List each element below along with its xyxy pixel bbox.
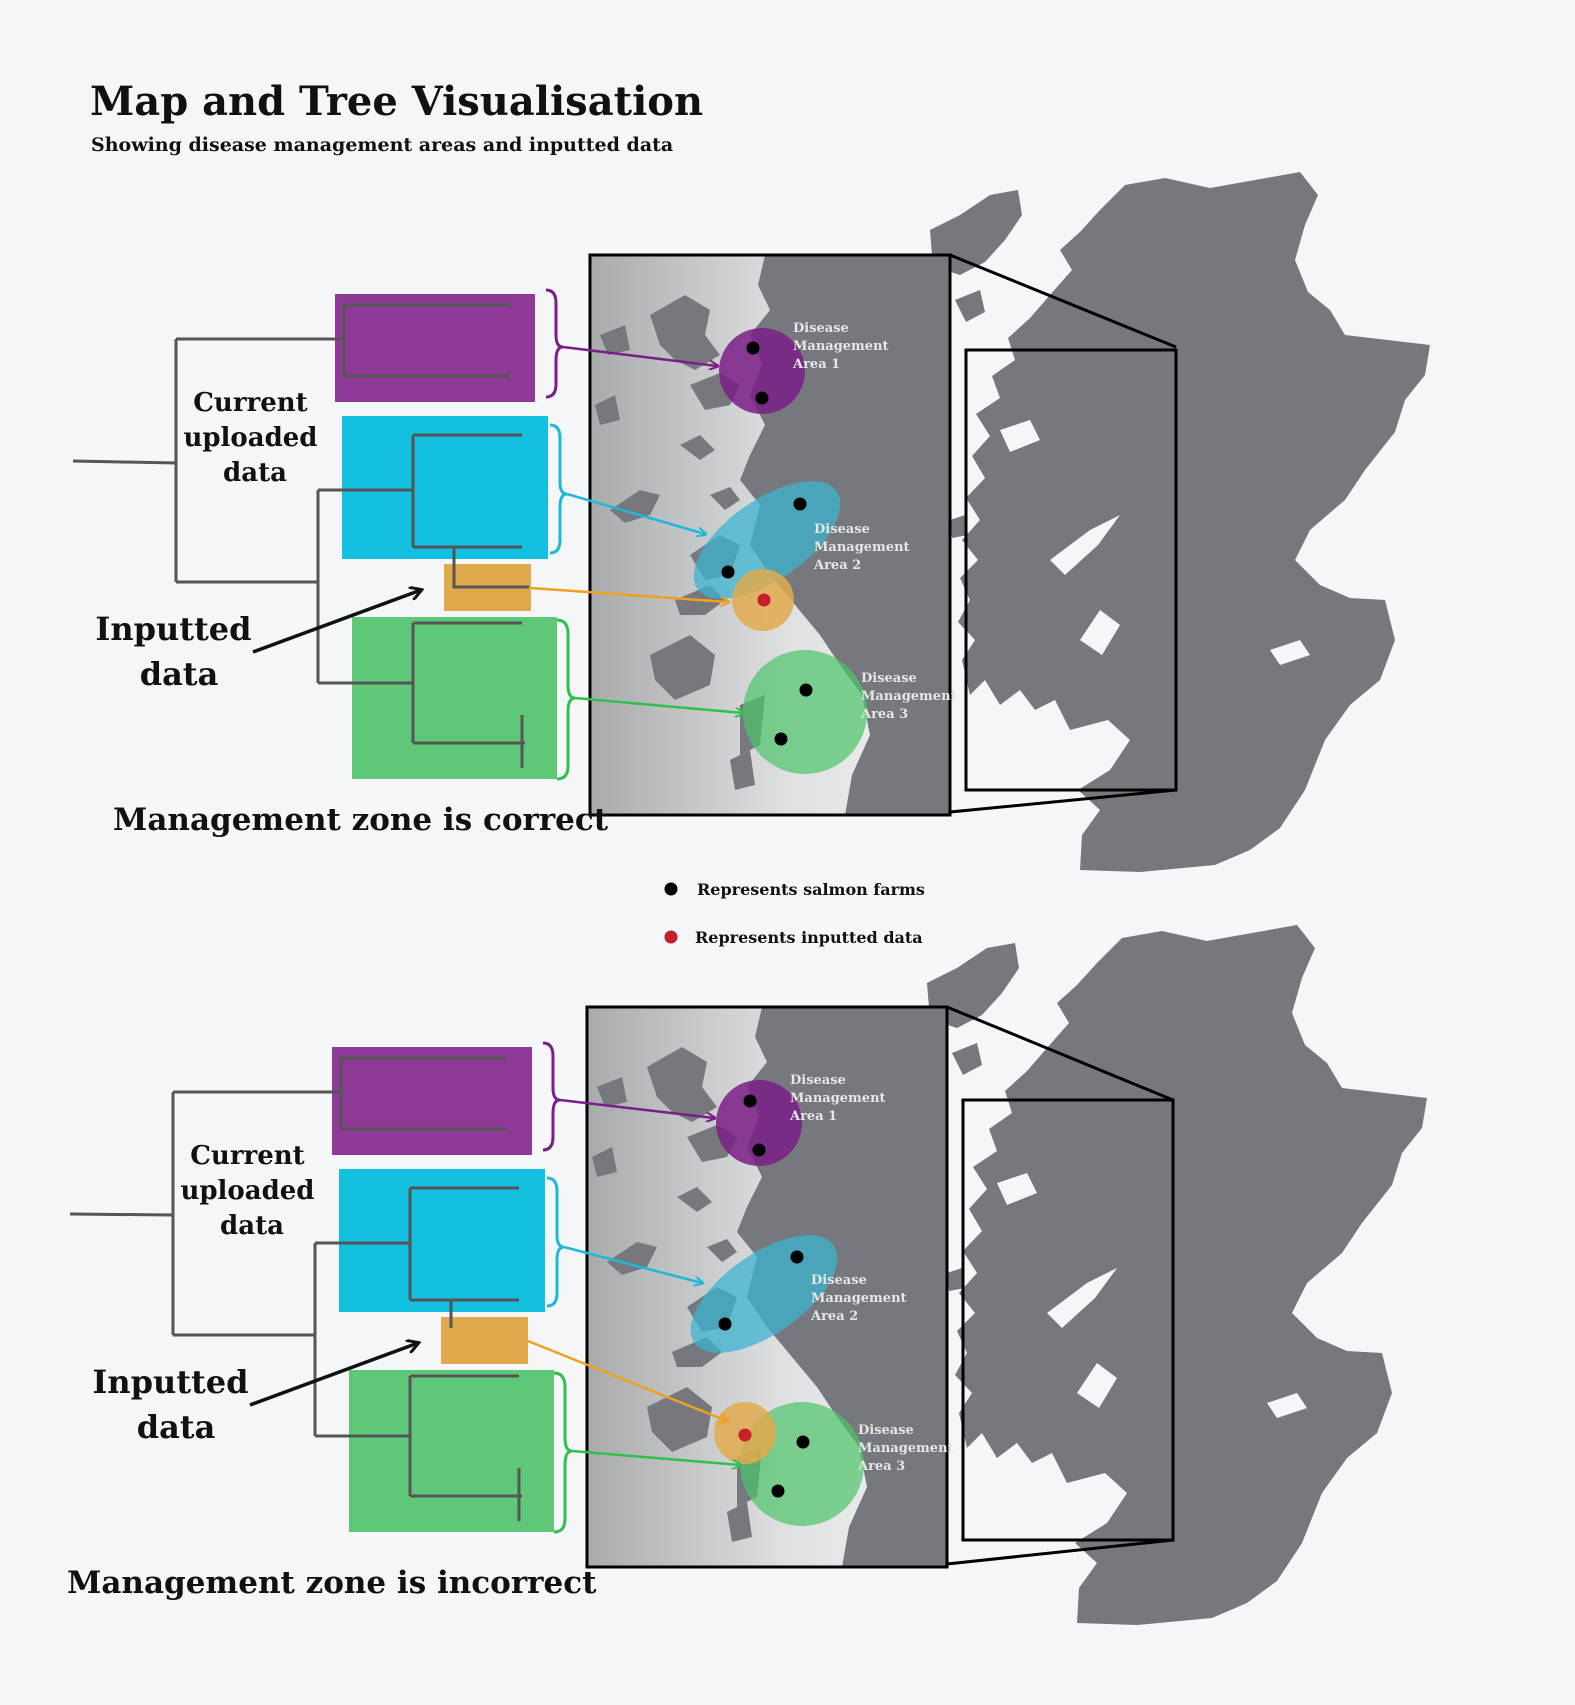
zoomed-map xyxy=(585,1005,949,1569)
farm-dot xyxy=(718,1317,732,1331)
zoomed-map xyxy=(588,253,952,817)
zone-status-label: Management zone is incorrect xyxy=(67,1565,597,1601)
legend-inputted-dot xyxy=(664,930,678,944)
purple-arrow xyxy=(559,1098,714,1118)
current-data-label: Current uploaded data xyxy=(180,1141,323,1241)
green-clade-box xyxy=(349,1370,554,1532)
zoom-inset-box xyxy=(961,1098,1175,1542)
cyan-clade-box xyxy=(339,1169,545,1312)
area-1-label: Disease Management Area 1 xyxy=(792,321,893,372)
orange-arrow xyxy=(527,1339,727,1421)
purple-brace xyxy=(545,288,564,399)
area-1-label: Disease Management Area 1 xyxy=(789,1073,890,1124)
legend-farm-dot xyxy=(664,882,678,896)
page-title: Map and Tree Visualisation xyxy=(90,78,704,125)
purple-clade-box xyxy=(332,1047,532,1155)
farm-dot xyxy=(743,1094,757,1108)
orange-arrow xyxy=(530,586,728,602)
area-1-circle xyxy=(719,328,805,414)
inputted-dot xyxy=(757,593,771,607)
panel-correct: Disease Management Area 1 Disease Manage… xyxy=(72,172,1430,872)
inputted-data-label: Inputted data xyxy=(92,1363,259,1446)
purple-brace xyxy=(542,1041,561,1152)
cyan-brace xyxy=(549,423,568,555)
zoom-connector-bottom xyxy=(946,1538,1174,1566)
farm-dot xyxy=(771,1484,785,1498)
tree xyxy=(69,1047,554,1532)
area-2-label: Disease Management Area 2 xyxy=(813,522,914,573)
area-3-label: Disease Management Area 3 xyxy=(857,1423,958,1474)
legend: Represents salmon farms Represents input… xyxy=(664,880,925,947)
scotland-map xyxy=(905,172,1430,872)
farm-dot xyxy=(790,1250,804,1264)
inputted-pointer-arrow xyxy=(252,590,421,654)
farm-dot xyxy=(799,683,813,697)
panel-incorrect: Disease Management Area 1 Disease Manage… xyxy=(67,925,1427,1625)
area-3-circle xyxy=(743,650,867,774)
page-subtitle: Showing disease management areas and inp… xyxy=(91,134,674,156)
inputted-box xyxy=(441,1317,528,1364)
farm-dot xyxy=(746,341,760,355)
inputted-dot xyxy=(738,1428,752,1442)
cyan-arrow xyxy=(563,1245,702,1283)
green-arrow xyxy=(574,696,743,713)
inputted-data-label: Inputted data xyxy=(95,610,262,693)
zoom-inset-box xyxy=(964,348,1178,792)
farm-dot xyxy=(793,497,807,511)
area-2-label: Disease Management Area 2 xyxy=(810,1273,911,1324)
scotland-map xyxy=(902,925,1427,1625)
farm-dot xyxy=(774,732,788,746)
purple-clade-box xyxy=(335,294,535,402)
green-brace xyxy=(556,618,576,781)
current-data-label: Current uploaded data xyxy=(183,388,326,488)
purple-arrow xyxy=(562,345,717,366)
farm-dot xyxy=(752,1143,766,1157)
inputted-pointer-arrow xyxy=(249,1343,418,1407)
zoom-connector-top xyxy=(949,253,1177,349)
legend-inputted-label: Represents inputted data xyxy=(695,928,923,947)
cyan-arrow xyxy=(566,492,705,534)
tree xyxy=(72,294,557,779)
zone-status-label: Management zone is correct xyxy=(113,802,609,838)
green-arrow xyxy=(571,1449,740,1465)
cyan-brace xyxy=(546,1176,565,1308)
farm-dot xyxy=(796,1435,810,1449)
green-clade-box xyxy=(352,617,557,779)
farm-dot xyxy=(721,565,735,579)
green-brace xyxy=(553,1371,573,1534)
area-1-circle xyxy=(716,1080,802,1166)
legend-farm-label: Represents salmon farms xyxy=(697,880,925,899)
farm-dot xyxy=(755,391,769,405)
area-3-label: Disease Management Area 3 xyxy=(860,671,961,722)
cyan-clade-box xyxy=(342,416,548,559)
zoom-connector-bottom xyxy=(949,788,1177,814)
zoom-connector-top xyxy=(946,1005,1174,1102)
